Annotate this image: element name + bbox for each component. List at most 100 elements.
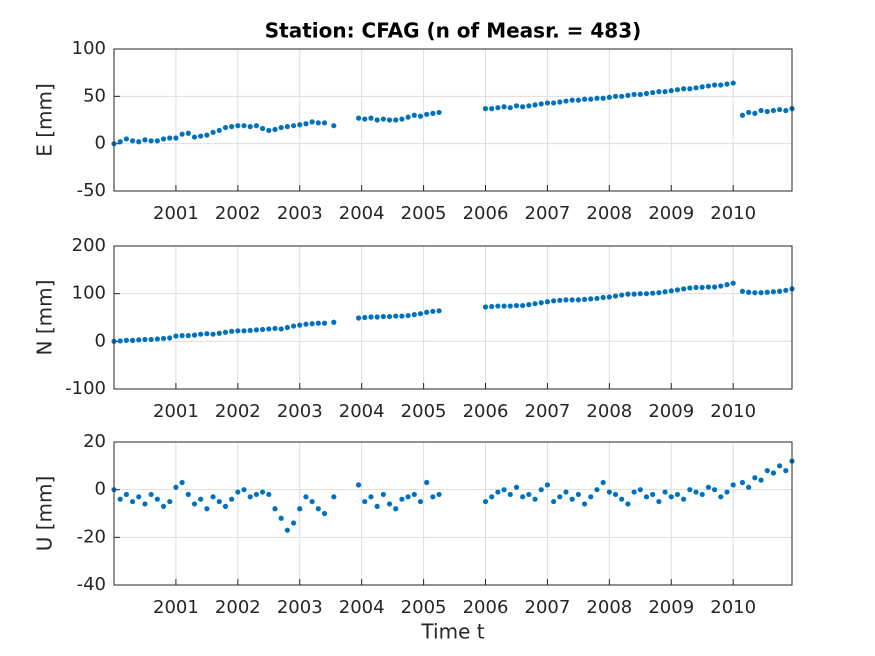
data-point	[705, 284, 712, 290]
data-point	[278, 124, 284, 131]
y-tick-label: -20	[77, 526, 106, 547]
data-point	[321, 120, 328, 126]
data-point	[355, 315, 362, 321]
data-point	[368, 115, 374, 121]
data-point	[362, 116, 368, 122]
data-point	[117, 496, 123, 502]
data-point	[513, 302, 520, 309]
data-point	[204, 331, 210, 337]
data-point	[758, 477, 764, 483]
data-point	[730, 80, 736, 86]
series	[111, 458, 795, 533]
data-point	[656, 89, 662, 95]
data-point	[650, 89, 656, 96]
data-point	[210, 331, 216, 337]
data-point	[501, 104, 507, 110]
data-point	[606, 489, 612, 495]
x-tick-label: 2009	[648, 401, 694, 422]
data-point	[489, 494, 495, 500]
data-point	[247, 124, 253, 130]
y-tick-label: 100	[72, 283, 106, 304]
data-point	[179, 333, 185, 339]
data-point	[563, 489, 569, 495]
data-point	[631, 489, 637, 495]
data-point	[482, 106, 489, 112]
data-point	[681, 286, 687, 292]
data-point	[198, 496, 204, 502]
data-point	[154, 496, 160, 502]
data-point	[117, 139, 123, 145]
data-point	[730, 280, 736, 286]
series	[111, 80, 795, 147]
data-point	[229, 124, 235, 130]
data-point	[142, 501, 148, 507]
data-point	[581, 296, 588, 302]
data-point	[752, 475, 758, 481]
data-point	[544, 482, 551, 488]
data-point	[260, 326, 266, 333]
data-point	[399, 496, 405, 502]
data-point	[569, 297, 575, 303]
data-point	[489, 106, 495, 112]
y-tick-label: 0	[95, 330, 106, 351]
data-point	[619, 93, 625, 99]
data-point	[662, 489, 668, 495]
x-tick-label: 2005	[401, 597, 447, 618]
y-axis-label: U [mm]	[33, 476, 57, 552]
data-point	[235, 328, 241, 334]
data-point	[643, 494, 650, 500]
data-point	[625, 291, 631, 297]
chart-title: Station: CFAG (n of Measr. = 483)	[265, 19, 642, 43]
data-point	[687, 487, 693, 493]
data-point	[612, 93, 619, 99]
data-point	[303, 321, 309, 327]
y-tick-label: 20	[83, 431, 106, 452]
data-point	[368, 314, 374, 320]
data-point	[123, 136, 129, 142]
data-point	[362, 314, 368, 321]
data-point	[173, 135, 179, 141]
data-point	[321, 320, 328, 326]
x-tick-label: 2001	[153, 401, 199, 422]
data-point	[167, 335, 173, 341]
data-point	[520, 494, 526, 500]
data-point	[198, 133, 204, 139]
data-point	[693, 284, 699, 291]
x-tick-label: 2009	[648, 597, 694, 618]
data-point	[752, 290, 758, 296]
data-point	[160, 503, 167, 509]
data-point	[142, 137, 148, 143]
data-point	[430, 308, 436, 314]
data-point	[724, 282, 730, 288]
data-point	[538, 101, 544, 107]
data-point	[216, 127, 222, 134]
data-point	[544, 299, 551, 305]
data-point	[681, 496, 687, 502]
data-point	[606, 94, 612, 100]
data-point	[179, 131, 185, 137]
data-point	[770, 289, 777, 295]
data-point	[758, 107, 764, 114]
axes-frame	[113, 441, 793, 586]
data-point	[272, 325, 278, 332]
x-tick-label: 2007	[525, 401, 571, 422]
data-point	[752, 110, 758, 116]
data-point	[730, 482, 736, 488]
x-tick-label: 2007	[525, 597, 571, 618]
data-point	[563, 297, 569, 303]
data-point	[405, 494, 411, 500]
y-tick-label: 200	[72, 235, 106, 256]
x-tick-label: 2009	[648, 203, 694, 224]
data-point	[693, 85, 699, 91]
data-point	[148, 491, 154, 498]
data-point	[411, 312, 417, 318]
data-point	[374, 117, 380, 123]
data-point	[216, 498, 222, 505]
data-point	[355, 482, 362, 488]
data-point	[417, 498, 424, 505]
data-point	[563, 98, 569, 104]
data-point	[551, 498, 557, 505]
data-point	[777, 106, 783, 113]
data-point	[284, 324, 290, 331]
data-point	[411, 112, 417, 118]
